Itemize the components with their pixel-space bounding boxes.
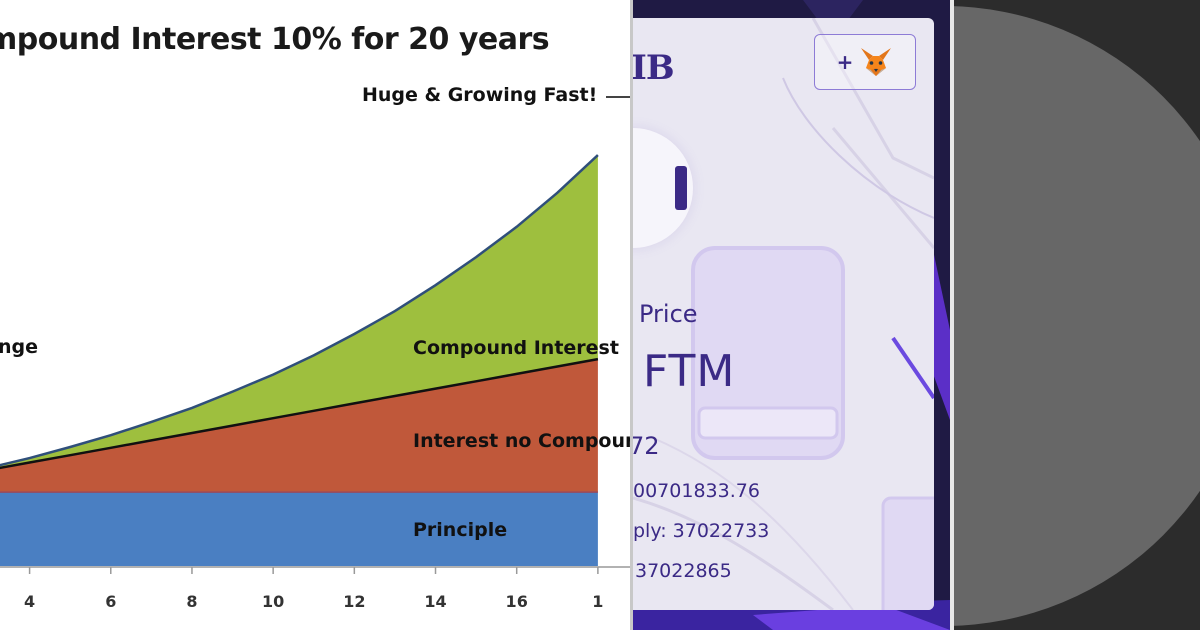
label-compound-interest: Compound Interest: [413, 337, 619, 359]
area-principle: [0, 492, 598, 566]
card-illustration: [633, 18, 934, 610]
chart-canvas: [0, 154, 633, 574]
line-compound-interest: [0, 154, 599, 467]
token-logo-icon: [675, 166, 687, 210]
image-placeholder-panel: [950, 0, 1200, 630]
area-interest-no-compound: [0, 359, 598, 493]
supply-stat: ply: 37022733: [633, 520, 770, 542]
area-compound-interest: [0, 155, 598, 468]
compound-interest-chart: mpound Interest 10% for 20 years Huge & …: [0, 0, 633, 630]
clipped-series-label: nge: [0, 336, 39, 358]
price-label: Price: [639, 300, 698, 328]
dapp-panel: IB + Price FTM 72: [633, 0, 950, 630]
chart-annotation: Huge & Growing Fast!: [362, 84, 598, 106]
x-tick-label: 4: [24, 592, 36, 611]
stat-value-2: 00701833.76: [633, 480, 760, 502]
x-tick-label: 14: [424, 592, 447, 611]
x-tick-label: 16: [505, 592, 528, 611]
line-interest-no-compound: [0, 357, 599, 470]
stat-value-4: 37022865: [635, 560, 732, 582]
x-tick-label: 10: [262, 592, 285, 611]
price-value: FTM: [643, 346, 736, 397]
plus-icon: +: [836, 50, 854, 74]
chart-title: mpound Interest 10% for 20 years: [0, 22, 550, 57]
x-tick-label: 12: [343, 592, 366, 611]
annotation-leader-line: [606, 96, 633, 98]
token-card: IB + Price FTM 72: [633, 18, 934, 610]
stat-value-1: 72: [633, 432, 660, 460]
label-interest-no-compound: Interest no Compoun: [413, 430, 633, 452]
x-tick-label: 1: [592, 592, 604, 611]
x-tick-label: 8: [186, 592, 198, 611]
metamask-fox-icon: [861, 48, 892, 76]
panel-divider: [950, 0, 954, 630]
chart-panel-edge: [630, 0, 633, 630]
label-principle: Principle: [413, 519, 508, 541]
x-tick-label: 6: [105, 592, 117, 611]
brand-logo[interactable]: IB: [633, 48, 675, 88]
add-token-to-metamask-button[interactable]: +: [814, 34, 916, 90]
placeholder-disc: [950, 6, 1200, 626]
